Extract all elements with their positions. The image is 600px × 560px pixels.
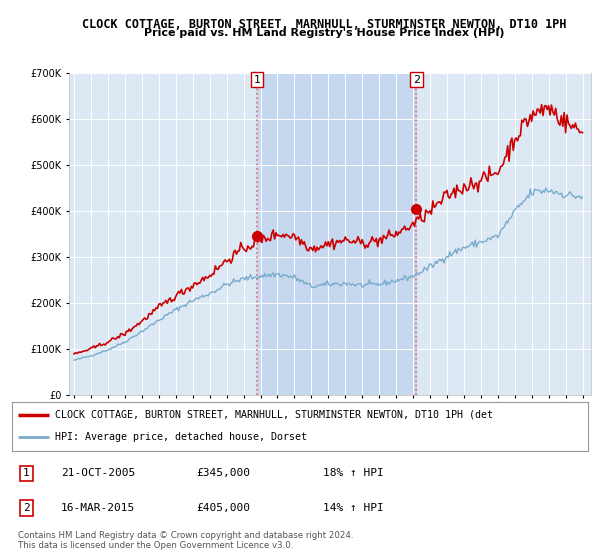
Text: 16-MAR-2015: 16-MAR-2015 — [61, 503, 135, 513]
Text: HPI: Average price, detached house, Dorset: HPI: Average price, detached house, Dors… — [55, 432, 307, 442]
Text: Price paid vs. HM Land Registry's House Price Index (HPI): Price paid vs. HM Land Registry's House … — [144, 28, 504, 38]
Text: 2: 2 — [23, 503, 30, 513]
Text: CLOCK COTTAGE, BURTON STREET, MARNHULL, STURMINSTER NEWTON, DT10 1PH (det: CLOCK COTTAGE, BURTON STREET, MARNHULL, … — [55, 410, 493, 420]
Text: This data is licensed under the Open Government Licence v3.0.: This data is licensed under the Open Gov… — [18, 541, 293, 550]
Text: 14% ↑ HPI: 14% ↑ HPI — [323, 503, 384, 513]
Text: 2: 2 — [413, 74, 420, 85]
Bar — [257, 73, 416, 395]
Text: £405,000: £405,000 — [196, 503, 250, 513]
Text: 21-OCT-2005: 21-OCT-2005 — [61, 468, 135, 478]
Text: £345,000: £345,000 — [196, 468, 250, 478]
Text: Contains HM Land Registry data © Crown copyright and database right 2024.: Contains HM Land Registry data © Crown c… — [18, 531, 353, 540]
Text: 1: 1 — [23, 468, 30, 478]
Text: 18% ↑ HPI: 18% ↑ HPI — [323, 468, 384, 478]
Text: CLOCK COTTAGE, BURTON STREET, MARNHULL, STURMINSTER NEWTON, DT10 1PH: CLOCK COTTAGE, BURTON STREET, MARNHULL, … — [82, 18, 566, 31]
Text: 1: 1 — [254, 74, 260, 85]
